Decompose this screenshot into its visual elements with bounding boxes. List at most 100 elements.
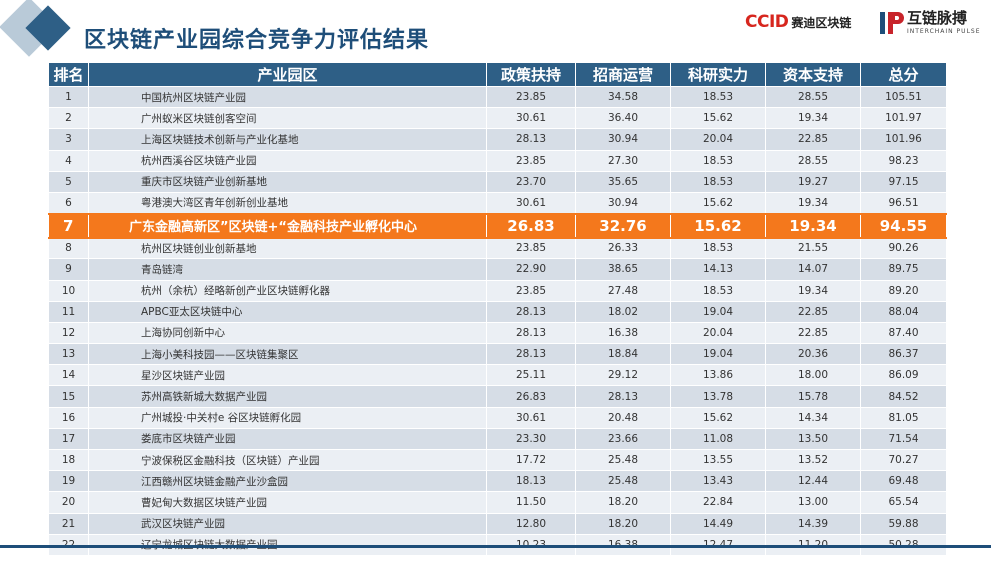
park-name-cell: 杭州区块链创业创新基地 [88,237,487,260]
table-row: 1 中国杭州区块链产业园 23.85 34.58 18.53 28.55 105.51 [48,85,947,109]
rank-cell: 7 [48,212,89,239]
research-score-cell: 12.47 [670,533,766,556]
capital-score-cell: 21.55 [765,237,861,260]
total-score-cell: 96.51 [860,191,947,215]
capital-score-cell: 14.34 [765,406,861,429]
policy-score-cell: 23.30 [486,427,576,451]
investment-score-cell: 18.02 [575,300,671,323]
investment-score-cell: 30.94 [575,128,671,151]
total-score-cell: 81.05 [860,406,947,429]
policy-score-cell: 23.85 [486,85,576,109]
policy-score-cell: 28.13 [486,128,576,151]
ccid-logo-text: 赛迪区块链 [791,15,852,30]
research-score-cell: 20.04 [670,128,766,151]
rank-cell: 18 [48,448,89,472]
park-name-cell: 广州蚁米区块链创客空间 [88,107,487,130]
rank-cell: 2 [48,107,89,130]
research-score-cell: 18.53 [670,237,766,260]
research-score-cell: 13.55 [670,448,766,472]
total-score-cell: 59.88 [860,512,947,535]
park-name-cell: APBC亚太区块链中心 [88,300,487,323]
policy-score-cell: 30.61 [486,191,576,215]
investment-score-cell: 30.94 [575,191,671,215]
rank-cell: 17 [48,427,89,451]
capital-score-cell: 28.55 [765,85,861,109]
table-row: 4 杭州西溪谷区块链产业园 23.85 27.30 18.53 28.55 98.23 [48,149,947,172]
total-score-cell: 89.75 [860,258,947,281]
research-score-cell: 19.04 [670,343,766,366]
research-score-cell: 18.53 [670,170,766,193]
park-name-cell: 苏州高铁新城大数据产业园 [88,385,487,408]
research-score-cell: 13.78 [670,385,766,408]
policy-score-cell: 23.85 [486,237,576,260]
rank-cell: 15 [48,385,89,408]
park-name-cell: 上海协同创新中心 [88,321,487,345]
table-row: 13 上海小美科技园——区块链集聚区 28.13 18.84 19.04 20.36 86.… [48,343,947,366]
table-row: 14 星沙区块链产业园 25.11 29.12 13.86 18.00 86.09 [48,364,947,387]
table-body: 1 中国杭州区块链产业园 23.85 34.58 18.53 28.55 105.51 2 广州… [48,85,947,556]
investment-score-cell: 16.38 [575,321,671,345]
investment-score-cell: 20.48 [575,406,671,429]
table-row: 17 娄底市区块链产业园 23.30 23.66 11.08 13.50 71.54 [48,427,947,451]
policy-score-cell: 10.23 [486,533,576,556]
table-row: 19 江西赣州区块链金融产业沙盒园 18.13 25.48 13.43 12.44 69.4… [48,470,947,493]
capital-score-cell: 19.34 [765,212,861,239]
capital-score-cell: 15.78 [765,385,861,408]
policy-score-cell: 12.80 [486,512,576,535]
total-score-cell: 88.04 [860,300,947,323]
bottom-divider [0,545,991,548]
table-row: 12 上海协同创新中心 28.13 16.38 20.04 22.85 87.40 [48,321,947,345]
research-score-cell: 18.53 [670,149,766,172]
rank-cell: 12 [48,321,89,345]
page-title: 区块链产业园综合竞争力评估结果 [84,28,430,53]
ccid-logo-mark: CCID [745,12,789,32]
rank-cell: 14 [48,364,89,387]
total-score-cell: 84.52 [860,385,947,408]
total-score-cell: 98.23 [860,149,947,172]
investment-score-cell: 38.65 [575,258,671,281]
park-name-cell: 星沙区块链产业园 [88,364,487,387]
research-score-cell: 13.43 [670,470,766,493]
total-score-cell: 101.96 [860,128,947,151]
park-name-cell: 上海区块链技术创新与产业化基地 [88,128,487,151]
capital-score-cell: 13.00 [765,491,861,514]
total-score-cell: 87.40 [860,321,947,345]
investment-score-cell: 16.38 [575,533,671,556]
capital-score-cell: 22.85 [765,128,861,151]
rank-cell: 19 [48,470,89,493]
investment-score-cell: 36.40 [575,107,671,130]
table-row: 8 杭州区块链创业创新基地 23.85 26.33 18.53 21.55 90.26 [48,237,947,260]
total-score-cell: 69.48 [860,470,947,493]
capital-score-cell: 13.52 [765,448,861,472]
policy-score-cell: 28.13 [486,300,576,323]
interchain-pulse-logo-icon [880,12,904,34]
park-name-cell: 上海小美科技园——区块链集聚区 [88,343,487,366]
research-score-cell: 15.62 [670,406,766,429]
investment-score-cell: 25.48 [575,448,671,472]
investment-score-cell: 32.76 [575,212,671,239]
interchain-logo-cn: 互链脉搏 [907,9,968,27]
table-row: 9 青岛链湾 22.90 38.65 14.13 14.07 89.75 [48,258,947,281]
header-research: 科研实力 [670,62,766,87]
policy-score-cell: 25.11 [486,364,576,387]
investment-score-cell: 18.20 [575,512,671,535]
table-row: 5 重庆市区块链产业创新基地 23.70 35.65 18.53 19.27 97.15 [48,170,947,193]
total-score-cell: 94.55 [860,212,947,239]
rank-cell: 5 [48,170,89,193]
park-name-cell: 杭州（余杭）经略新创产业区块链孵化器 [88,279,487,302]
research-score-cell: 14.49 [670,512,766,535]
policy-score-cell: 17.72 [486,448,576,472]
table-row: 20 曹妃甸大数据区块链产业园 11.50 18.20 22.84 13.00 65.54 [48,491,947,514]
park-name-cell: 广州城投·中关村e 谷区块链孵化园 [88,406,487,429]
policy-score-cell: 11.50 [486,491,576,514]
total-score-cell: 101.97 [860,107,947,130]
rank-cell: 11 [48,300,89,323]
total-score-cell: 50.28 [860,533,947,556]
table-row: 16 广州城投·中关村e 谷区块链孵化园 30.61 20.48 15.62 14.34 8… [48,406,947,429]
park-name-cell: 江西赣州区块链金融产业沙盒园 [88,470,487,493]
research-score-cell: 18.53 [670,279,766,302]
rank-cell: 10 [48,279,89,302]
policy-score-cell: 30.61 [486,107,576,130]
policy-score-cell: 28.13 [486,343,576,366]
park-name-cell: 娄底市区块链产业园 [88,427,487,451]
